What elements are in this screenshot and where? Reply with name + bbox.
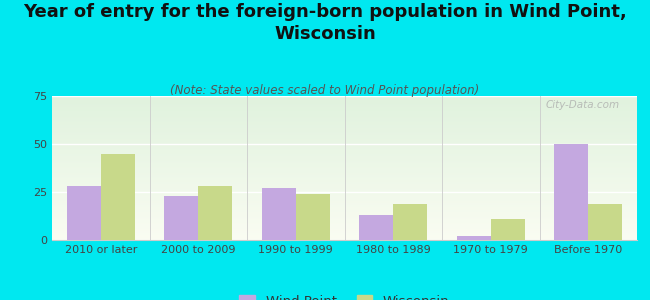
Text: City-Data.com: City-Data.com <box>545 100 619 110</box>
Bar <box>491 219 525 240</box>
Bar <box>198 186 233 240</box>
Bar <box>296 194 330 240</box>
Bar <box>457 236 491 240</box>
Bar <box>66 186 101 240</box>
Bar <box>393 203 428 240</box>
Text: Year of entry for the foreign-born population in Wind Point,
Wisconsin: Year of entry for the foreign-born popul… <box>23 3 627 43</box>
Bar <box>101 154 135 240</box>
Bar <box>554 144 588 240</box>
Legend: Wind Point, Wisconsin: Wind Point, Wisconsin <box>234 290 455 300</box>
Bar <box>359 215 393 240</box>
Text: (Note: State values scaled to Wind Point population): (Note: State values scaled to Wind Point… <box>170 84 480 97</box>
Bar <box>588 203 623 240</box>
Bar <box>164 196 198 240</box>
Bar <box>261 188 296 240</box>
